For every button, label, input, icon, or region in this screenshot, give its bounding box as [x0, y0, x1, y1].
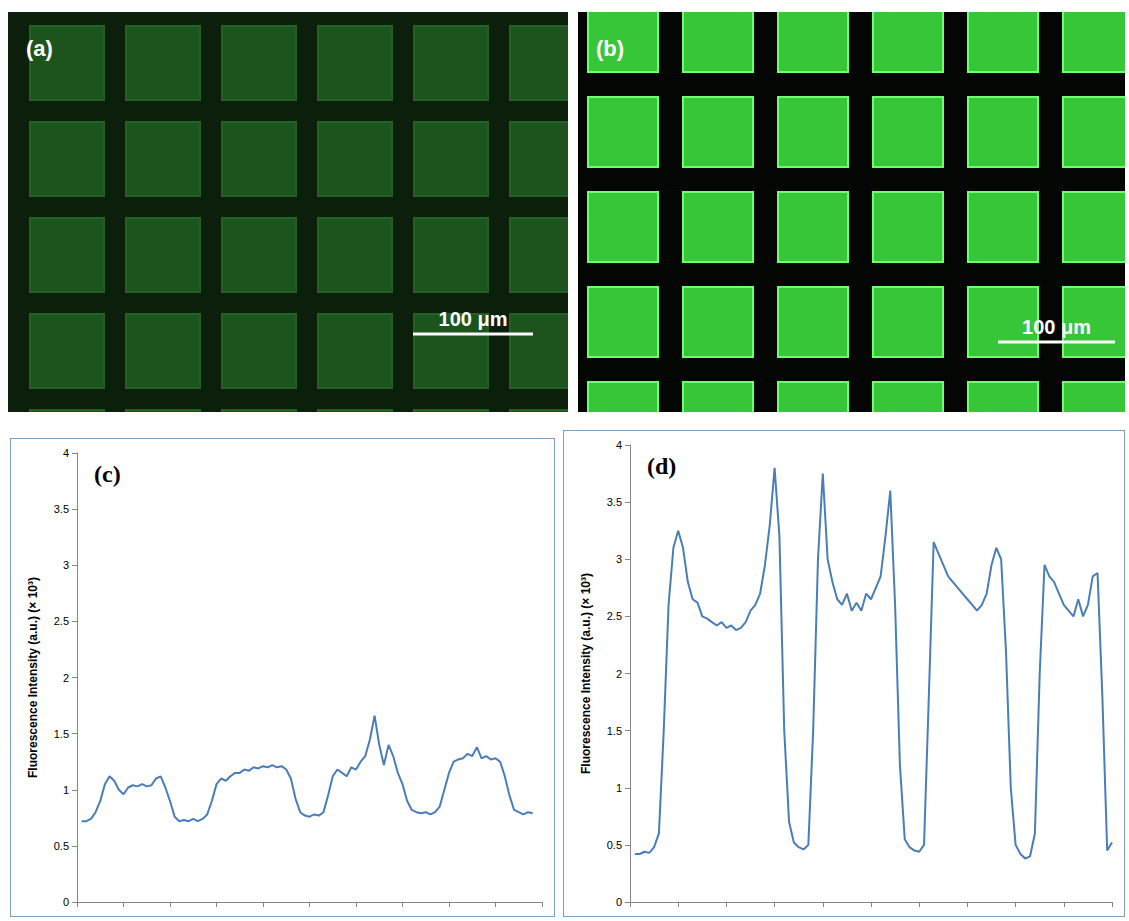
svg-text:1.5: 1.5: [54, 728, 69, 740]
svg-text:0: 0: [616, 896, 622, 908]
svg-text:2: 2: [63, 672, 69, 684]
svg-text:100 μm: 100 μm: [439, 308, 508, 330]
svg-text:2.5: 2.5: [607, 610, 622, 622]
svg-text:1: 1: [616, 782, 622, 794]
svg-text:0.5: 0.5: [54, 840, 69, 852]
svg-text:0: 0: [63, 896, 69, 908]
svg-text:Fluorescence Intensity (a.u.): Fluorescence Intensity (a.u.) (× 10³): [579, 573, 593, 774]
svg-text:4: 4: [616, 439, 622, 451]
svg-text:2: 2: [616, 668, 622, 680]
svg-text:1.5: 1.5: [607, 725, 622, 737]
svg-text:3.5: 3.5: [54, 503, 69, 515]
svg-text:3: 3: [616, 553, 622, 565]
svg-text:(c): (c): [94, 461, 121, 487]
svg-text:3.5: 3.5: [607, 496, 622, 508]
svg-text:(b): (b): [596, 36, 624, 61]
svg-text:(d): (d): [647, 453, 676, 479]
svg-text:100 μm: 100 μm: [1022, 316, 1091, 338]
svg-text:3: 3: [63, 559, 69, 571]
svg-text:4: 4: [63, 447, 69, 459]
svg-text:0.5: 0.5: [607, 839, 622, 851]
svg-text:1: 1: [63, 784, 69, 796]
svg-text:(a): (a): [26, 36, 53, 61]
svg-text:2.5: 2.5: [54, 615, 69, 627]
svg-text:Fluorescence Intensity (a.u.): Fluorescence Intensity (a.u.) (× 10³): [26, 577, 40, 778]
